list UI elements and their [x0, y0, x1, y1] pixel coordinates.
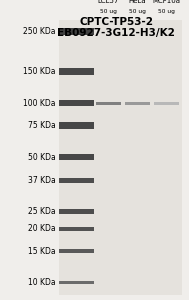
Text: 37 KDa: 37 KDa — [28, 176, 55, 185]
Bar — [59, 249, 94, 253]
Text: 50 ug: 50 ug — [129, 9, 146, 14]
Bar — [59, 281, 94, 284]
Text: 50 KDa: 50 KDa — [28, 153, 55, 162]
Text: 20 KDa: 20 KDa — [28, 224, 55, 233]
Text: 75 KDa: 75 KDa — [28, 121, 55, 130]
Text: 15 KDa: 15 KDa — [28, 247, 55, 256]
Bar — [96, 102, 121, 105]
Bar — [59, 178, 94, 183]
Bar — [125, 102, 150, 105]
Text: LCL57: LCL57 — [98, 0, 119, 4]
Bar — [59, 209, 94, 214]
Text: MCF10a: MCF10a — [152, 0, 180, 4]
Text: 250 KDa: 250 KDa — [23, 27, 55, 36]
Bar — [59, 28, 94, 35]
Text: 50 ug: 50 ug — [100, 9, 117, 14]
Bar — [59, 154, 94, 160]
Bar — [59, 20, 182, 295]
Text: 150 KDa: 150 KDa — [23, 67, 55, 76]
Text: 25 KDa: 25 KDa — [28, 207, 55, 216]
Text: EB0927-3G12-H3/K2: EB0927-3G12-H3/K2 — [57, 28, 175, 38]
Bar — [59, 68, 94, 75]
Bar — [153, 102, 179, 105]
Text: 100 KDa: 100 KDa — [23, 99, 55, 108]
Text: HeLa: HeLa — [129, 0, 146, 4]
Bar — [59, 226, 94, 231]
Text: 10 KDa: 10 KDa — [28, 278, 55, 287]
Bar — [59, 122, 94, 129]
Bar — [59, 100, 94, 106]
Text: 50 ug: 50 ug — [158, 9, 175, 14]
Text: CPTC-TP53-2: CPTC-TP53-2 — [79, 17, 153, 27]
